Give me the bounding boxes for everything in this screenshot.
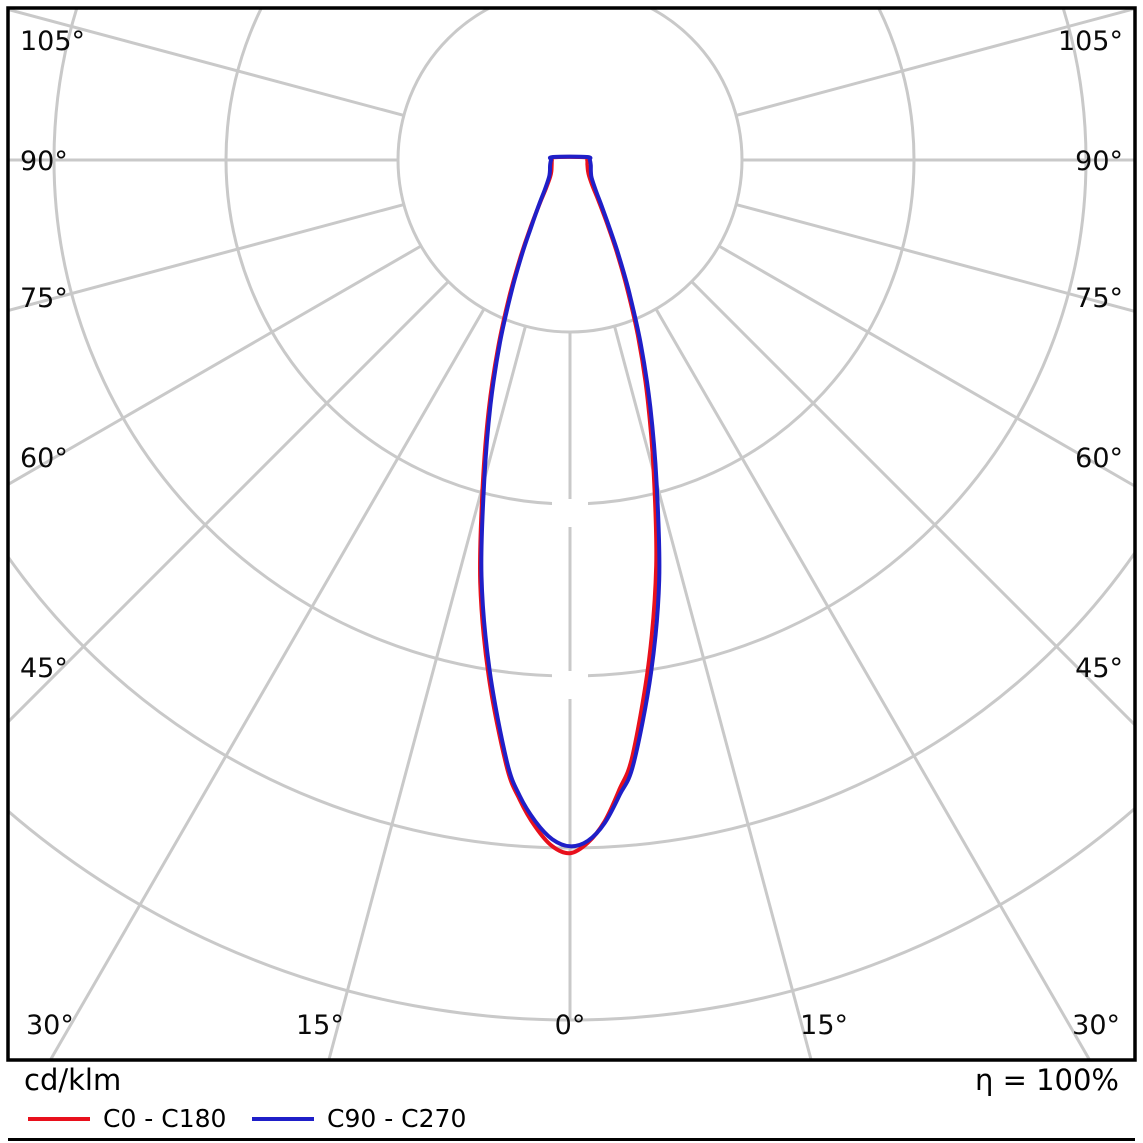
grid-radial-left-105 — [8, 8, 405, 117]
grid-radial-right-60 — [718, 244, 1135, 488]
grid-radial-left-15 — [327, 325, 527, 1060]
angle-label-right-105: 105° — [1058, 26, 1123, 57]
curve-c90-c270 — [479, 154, 662, 849]
grid-radial-left-30 — [48, 308, 486, 1060]
grid-radial-right-30 — [654, 308, 1092, 1060]
angle-label-right-75: 75° — [1075, 283, 1123, 314]
legend-label-c90-c270: C90 - C270 — [327, 1104, 467, 1133]
grid-radial-right-15 — [613, 325, 813, 1060]
angle-label-left-60: 60° — [20, 443, 68, 474]
angle-label-left-75: 75° — [20, 283, 68, 314]
plot-border — [6, 6, 1137, 1062]
legend-item-c0-c180: C0 - C180 — [28, 1104, 226, 1133]
legend-swatch-red — [28, 1116, 90, 1121]
angle-label-left-105: 105° — [20, 26, 85, 57]
grid-radial-right-45 — [690, 280, 1135, 728]
legend-swatch-blue — [252, 1116, 314, 1121]
grid-radial-right-75 — [735, 203, 1135, 313]
grid-ring-1 — [396, 8, 744, 334]
angle-label-right-60: 60° — [1075, 443, 1123, 474]
angle-label-right-90: 90° — [1075, 146, 1123, 177]
unit-label: cd/klm — [24, 1063, 122, 1097]
ring-value-placeholder-3 — [552, 671, 588, 699]
angle-label-right-45: 45° — [1075, 653, 1123, 684]
angle-label-bottom-left-15: 15° — [296, 1010, 344, 1041]
grid-radial-left-60 — [8, 244, 422, 487]
legend-item-c90-c270: C90 - C270 — [252, 1104, 466, 1133]
legend-label-c0-c180: C0 - C180 — [103, 1104, 227, 1133]
bottom-divider — [8, 1138, 1135, 1141]
grid-radial-left-45 — [8, 280, 450, 725]
angle-label-bottom-right-30: 30° — [1072, 1010, 1120, 1041]
angle-label-bottom-left-30: 30° — [26, 1010, 74, 1041]
angle-label-left-90: 90° — [20, 146, 68, 177]
efficiency-label: η = 100% — [974, 1063, 1119, 1097]
ring-value-placeholder-2 — [552, 499, 588, 527]
grid-radial-left-75 — [8, 203, 405, 313]
grid-radial-right-105 — [735, 8, 1135, 117]
angle-label-bottom-0: 0° — [555, 1010, 586, 1041]
angle-label-bottom-right-15: 15° — [800, 1010, 848, 1041]
angle-label-left-45: 45° — [20, 653, 68, 684]
